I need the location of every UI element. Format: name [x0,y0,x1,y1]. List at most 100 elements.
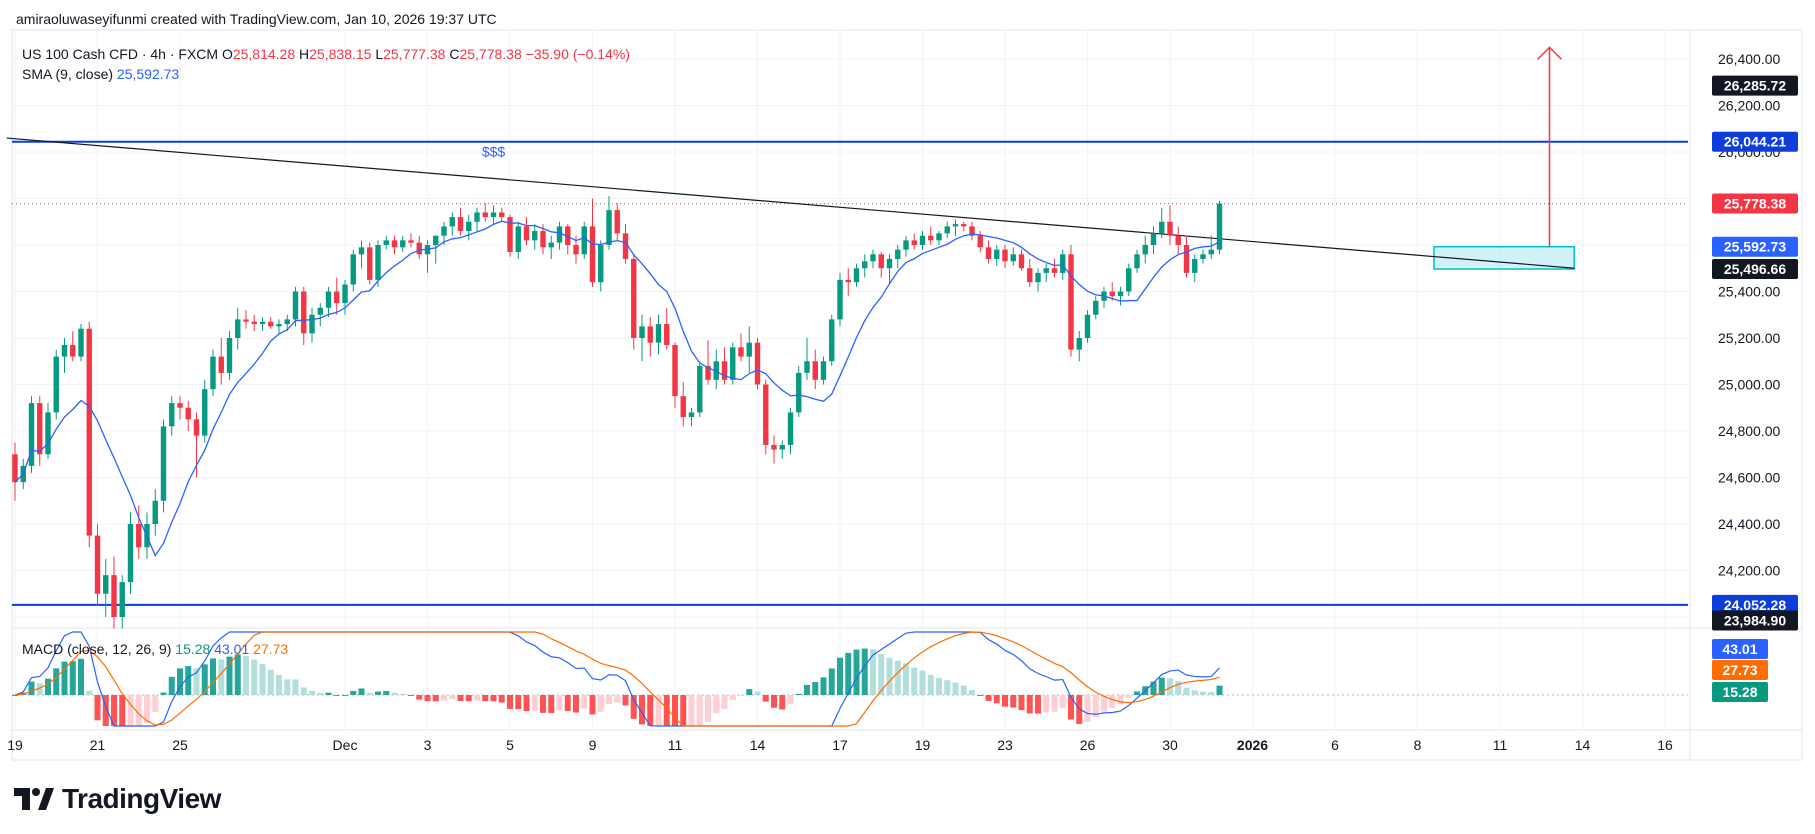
candle-body [78,328,84,357]
macd-histogram-bar [366,692,373,695]
x-tick-label: 23 [997,737,1013,753]
candle-body [449,217,455,227]
macd-histogram-bar [837,657,843,695]
candle-body [235,319,241,338]
macd-histogram-bar [630,695,637,719]
candle-body [911,240,917,245]
close-label: C [449,46,460,62]
candle-body [622,233,629,259]
macd-histogram-bar [449,695,456,700]
target-tag [1712,75,1798,96]
candle-body [226,338,233,373]
macd-histogram-bar [309,690,315,695]
x-tick-label: 8 [1414,737,1422,753]
macd-histogram-bar [655,695,662,726]
candle-body [94,535,101,594]
macd-histogram-bar [688,695,695,726]
candle-body [309,314,315,334]
candle-body [334,291,340,304]
x-tick-label: 2026 [1237,737,1268,753]
macd-histogram-bar [944,680,951,695]
macd-histogram-bar [1043,695,1050,713]
candle-body [730,347,736,380]
candle-body [119,582,125,617]
macd-histogram-bar [36,683,43,695]
macd-histogram-bar [482,695,489,702]
macd-histogram-bar [1059,695,1066,708]
candle-body [70,344,76,357]
candle-body [862,261,868,269]
candle-body [1150,233,1157,245]
candle-body [680,396,686,418]
macd-histogram-bar [69,661,76,695]
candle-body [515,226,521,252]
macd-histogram-bar [1125,695,1132,698]
candle-body [177,403,183,408]
candle-body [243,319,249,322]
candle-body [647,326,653,343]
candle-body [829,319,835,362]
candle-body [639,326,645,338]
candle-body [292,291,299,320]
low-marker-tag-label: 23,984.90 [1724,613,1786,629]
macd-histogram-bar [606,695,612,705]
candle-body [1200,254,1206,259]
candle-body [408,240,414,243]
candle-body [61,344,68,357]
candle-body [523,226,530,241]
macd-histogram-bar [218,659,225,695]
candle-body [301,291,307,334]
x-tick-label: 16 [1657,737,1673,753]
candle-body [1043,268,1049,273]
macd-histogram-bar [119,695,126,726]
candle-body [655,324,662,343]
candle-body [771,444,777,450]
macd-histogram-bar [465,695,472,702]
candle-body [787,412,794,445]
candle-body [845,279,851,283]
macd-histogram-bar [969,689,975,695]
macd-histogram-bar [251,659,258,695]
candle-body [136,524,142,548]
candle-body [1183,245,1190,273]
macd-histogram-bar [102,695,109,726]
macd-legend: MACD (close, 12, 26, 9) 15.28 43.01 27.7… [22,641,288,657]
candle-body [1126,268,1132,292]
candle-body [1002,249,1008,262]
candle-body [713,361,719,380]
candle-body [598,245,604,283]
macd-histogram-bar [1026,695,1033,714]
macd-histogram-bar [977,695,984,696]
trendline [6,137,1575,269]
candle-body [342,284,348,304]
candle-body [53,356,59,413]
macd-value-tag [1712,639,1768,659]
x-tick-label: 3 [424,737,432,753]
candle-body [375,245,381,280]
macd-histogram-bar [28,681,35,695]
candle-body [358,247,365,255]
candle-body [37,403,43,455]
macd-histogram-bar [226,656,233,695]
candle-body [367,247,373,280]
macd-histogram-bar [259,664,266,695]
high-label: H [299,46,310,62]
macd-histogram-bar [507,695,513,709]
candle-body [1051,268,1058,273]
candle-body [457,217,464,232]
macd-histogram-bar [185,666,192,695]
candle-body [1216,203,1223,250]
candle-body [738,347,744,357]
candle-body [614,210,620,234]
macd-histogram-bar [391,692,398,695]
macd-histogram-bar [457,695,464,701]
x-tick-label: 21 [90,737,106,753]
x-tick-label: 30 [1162,737,1178,753]
high-value: 25,838.15 [309,46,372,62]
candle-body [903,240,909,250]
macd-histogram-bar [680,695,687,726]
candle-body [540,231,546,248]
resistance-tag [1712,131,1798,152]
macd-histogram-bar [267,669,274,695]
